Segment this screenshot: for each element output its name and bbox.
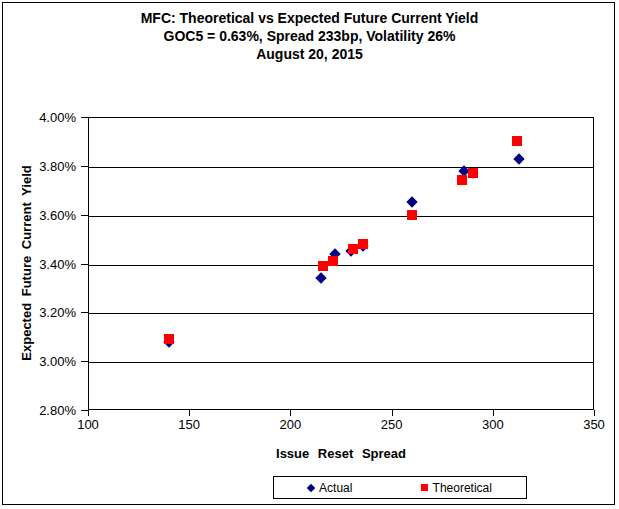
legend-label-theoretical: Theoretical xyxy=(433,481,492,495)
x-axis-title: Issue Reset Spread xyxy=(88,446,594,461)
gridline xyxy=(89,313,593,314)
legend-item-actual: Actual xyxy=(308,481,352,495)
theoretical-point xyxy=(358,239,368,249)
theoretical-point xyxy=(318,261,328,271)
theoretical-point xyxy=(457,175,467,185)
legend-label-actual: Actual xyxy=(319,481,352,495)
gridline xyxy=(89,216,593,217)
actual-diamond-icon xyxy=(307,483,315,491)
x-tick-mark xyxy=(189,410,190,416)
theoretical-square-icon xyxy=(421,484,428,491)
y-tick-mark xyxy=(81,264,88,265)
y-tick-mark xyxy=(81,215,88,216)
y-tick-mark xyxy=(81,361,88,362)
x-tick-label: 350 xyxy=(583,417,605,432)
x-tick-label: 300 xyxy=(482,417,504,432)
chart: MFC: Theoretical vs Expected Future Curr… xyxy=(0,0,619,509)
x-tick-mark xyxy=(88,410,89,416)
gridline xyxy=(89,362,593,363)
y-tick-label: 3.40% xyxy=(26,256,76,271)
y-tick-mark xyxy=(81,117,88,118)
y-tick-label: 4.00% xyxy=(26,110,76,125)
theoretical-point xyxy=(468,168,478,178)
theoretical-point xyxy=(407,210,417,220)
theoretical-point xyxy=(164,334,174,344)
x-tick-mark xyxy=(493,410,494,416)
x-tick-label: 150 xyxy=(178,417,200,432)
y-tick-label: 2.80% xyxy=(26,403,76,418)
theoretical-point xyxy=(512,136,522,146)
x-tick-label: 100 xyxy=(77,417,99,432)
chart-title-line-3: August 20, 2015 xyxy=(0,45,619,63)
y-tick-label: 3.60% xyxy=(26,207,76,222)
x-tick-mark xyxy=(392,410,393,416)
y-tick-label: 3.00% xyxy=(26,354,76,369)
y-tick-label: 3.20% xyxy=(26,305,76,320)
legend-item-theoretical: Theoretical xyxy=(421,481,492,495)
y-tick-label: 3.80% xyxy=(26,158,76,173)
theoretical-point xyxy=(328,256,338,266)
y-tick-mark xyxy=(81,166,88,167)
y-tick-mark xyxy=(81,312,88,313)
gridline xyxy=(89,265,593,266)
gridline xyxy=(89,167,593,168)
chart-title: MFC: Theoretical vs Expected Future Curr… xyxy=(0,9,619,63)
theoretical-point xyxy=(348,244,358,254)
chart-title-line-2: GOC5 = 0.63%, Spread 233bp, Volatility 2… xyxy=(0,27,619,45)
legend: Actual Theoretical xyxy=(273,476,527,499)
y-tick-mark xyxy=(81,410,88,411)
x-tick-label: 200 xyxy=(280,417,302,432)
x-tick-label: 250 xyxy=(381,417,403,432)
chart-title-line-1: MFC: Theoretical vs Expected Future Curr… xyxy=(0,9,619,27)
x-tick-mark xyxy=(290,410,291,416)
x-tick-mark xyxy=(594,410,595,416)
